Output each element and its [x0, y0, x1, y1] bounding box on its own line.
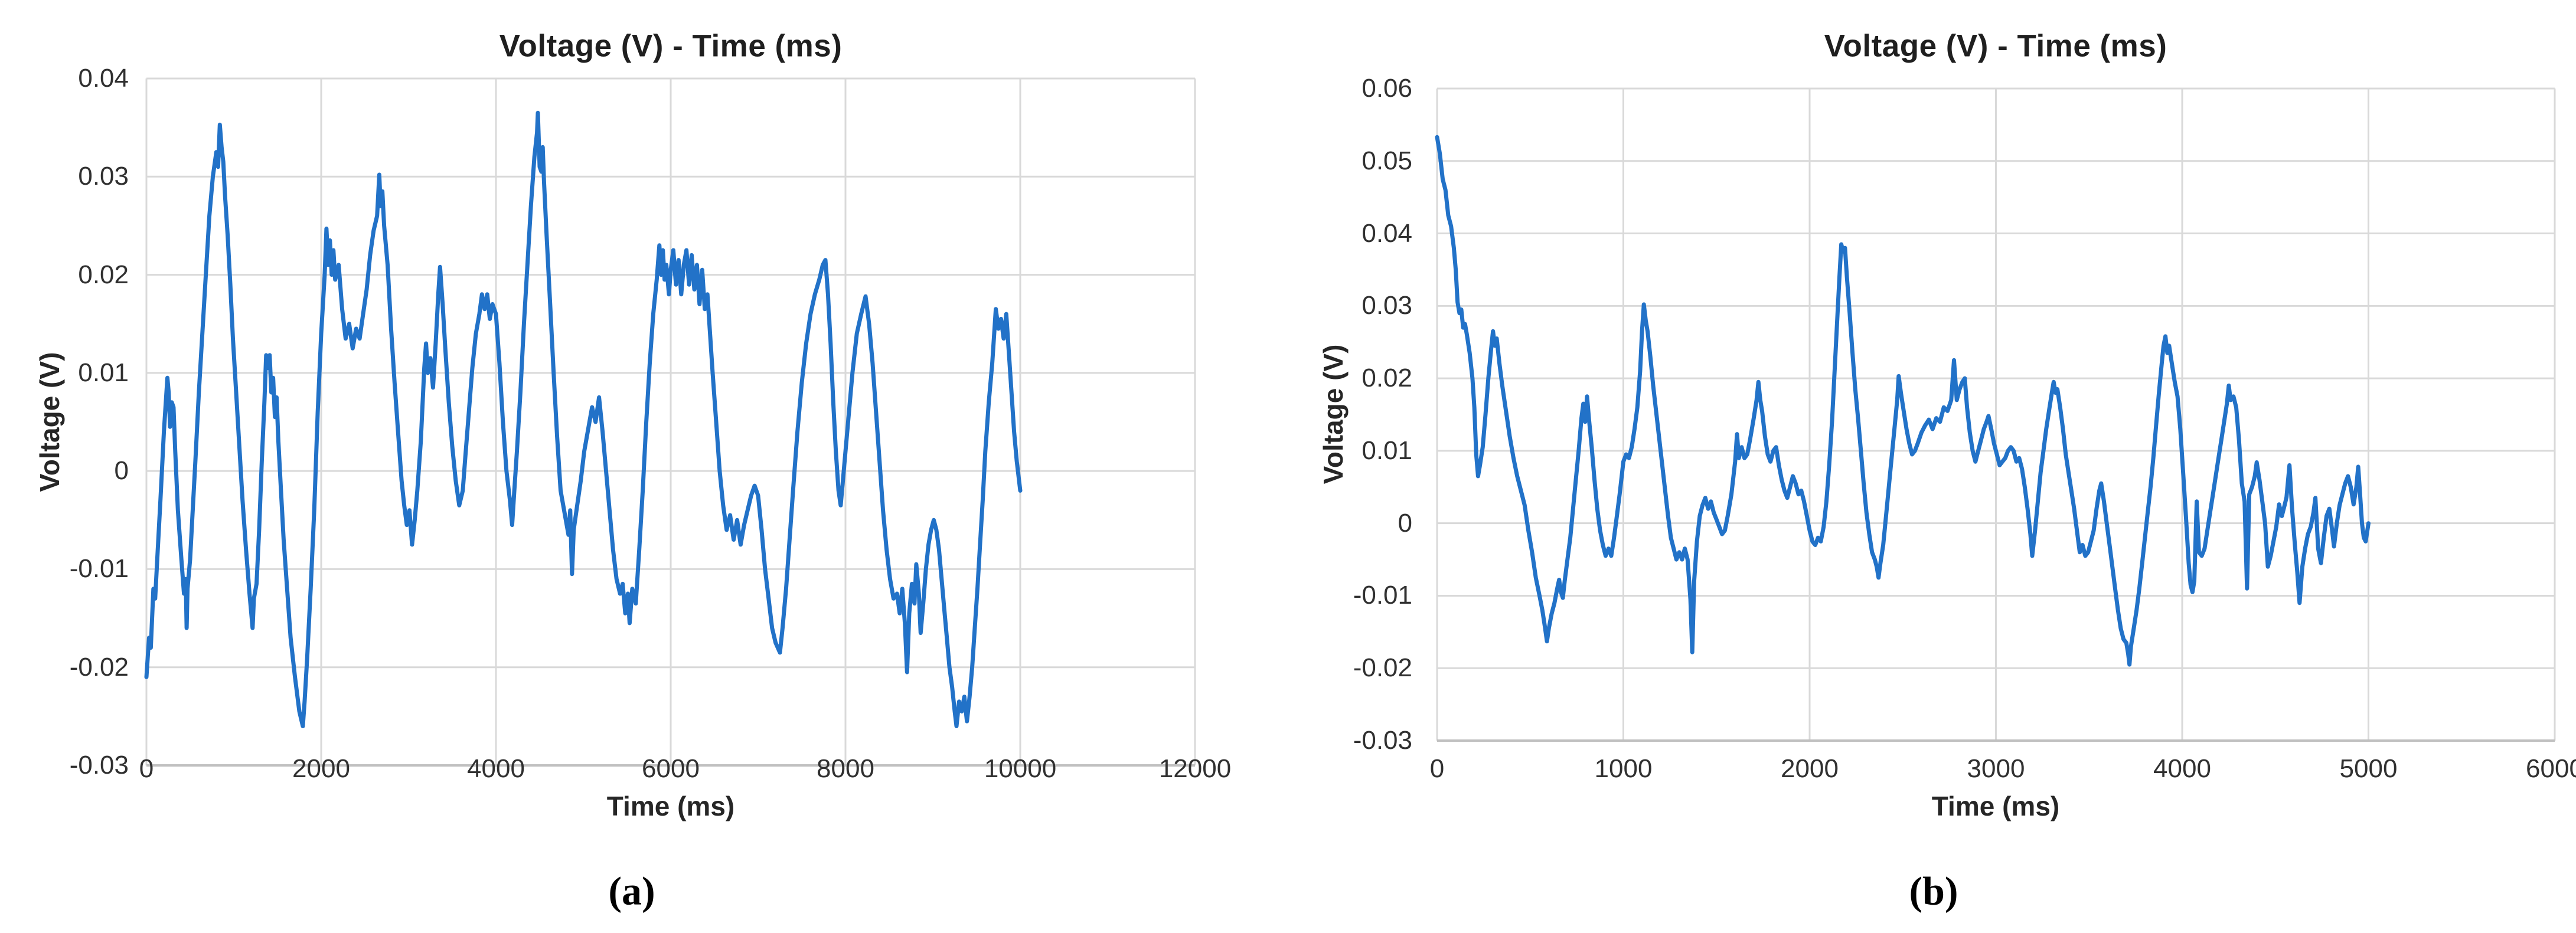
chart-b-y-tick-label: -0.03: [1353, 726, 1412, 755]
chart-b-y-tick-label: 0: [1398, 508, 1412, 538]
chart-a-y-tick-label: 0.02: [78, 260, 129, 289]
chart-b-x-tick-label: 5000: [2339, 754, 2398, 783]
chart-b-group: [1435, 87, 2556, 742]
chart-a-y-tick-label: 0.01: [78, 358, 129, 387]
chart-b-y-tick-label: 0.03: [1362, 291, 1412, 320]
chart-a-y-axis-title: Voltage (V): [34, 352, 65, 492]
chart-a-x-tick-label: 4000: [467, 754, 525, 783]
chart-a-x-tick-label: 10000: [984, 754, 1057, 783]
chart-a-x-axis-title: Time (ms): [606, 791, 735, 821]
voltage-series-line-b: [1435, 135, 2371, 667]
chart-b-x-tick-label: 1000: [1594, 754, 1653, 783]
chart-b-y-tick-label: 0.05: [1362, 146, 1412, 175]
chart-b-x-axis-title: Time (ms): [1931, 791, 2060, 821]
chart-b-y-tick-label: 0.02: [1362, 364, 1412, 393]
chart-b-x-tick-label: 4000: [2153, 754, 2211, 783]
chart-a-y-tick-label: -0.01: [69, 554, 129, 584]
chart-b-y-axis-title: Voltage (V): [1318, 344, 1349, 484]
chart-a-caption: (a): [608, 868, 655, 914]
chart-b-x-tick-label: 0: [1429, 754, 1445, 783]
chart-b-y-tick-label: 0.04: [1362, 218, 1412, 248]
chart-b-x-tick-label: 2000: [1781, 754, 1839, 783]
chart-b-y-tick-label: 0.01: [1362, 436, 1412, 465]
voltage-series-line-a: [144, 110, 1023, 728]
chart-a-x-tick-label: 6000: [642, 754, 700, 783]
chart-a-title: Voltage (V) - Time (ms): [499, 28, 843, 64]
chart-a-y-tick-label: -0.03: [69, 751, 129, 780]
chart-b-y-tick-label: -0.01: [1353, 581, 1412, 610]
chart-a-x-tick-label: 8000: [817, 754, 874, 783]
chart-a-x-tick-label: 2000: [292, 754, 350, 783]
chart-a-y-tick-label: 0: [114, 456, 129, 486]
chart-b-y-tick-label: -0.02: [1353, 653, 1412, 683]
chart-a-x-tick-label: 0: [139, 754, 154, 783]
chart-a-y-tick-label: -0.02: [69, 652, 129, 682]
chart-b-x-tick-label: 6000: [2526, 754, 2576, 783]
chart-a-y-tick-label: 0.04: [78, 64, 129, 93]
chart-a-group: [144, 77, 1196, 767]
chart-a-y-tick-label: 0.03: [78, 162, 129, 191]
chart-a-x-tick-label: 12000: [1158, 754, 1232, 783]
chart-b-x-tick-label: 3000: [1967, 754, 2025, 783]
chart-b-y-tick-label: 0.06: [1362, 74, 1412, 103]
chart-b-caption: (b): [1909, 868, 1958, 914]
chart-b-title: Voltage (V) - Time (ms): [1824, 28, 2167, 64]
